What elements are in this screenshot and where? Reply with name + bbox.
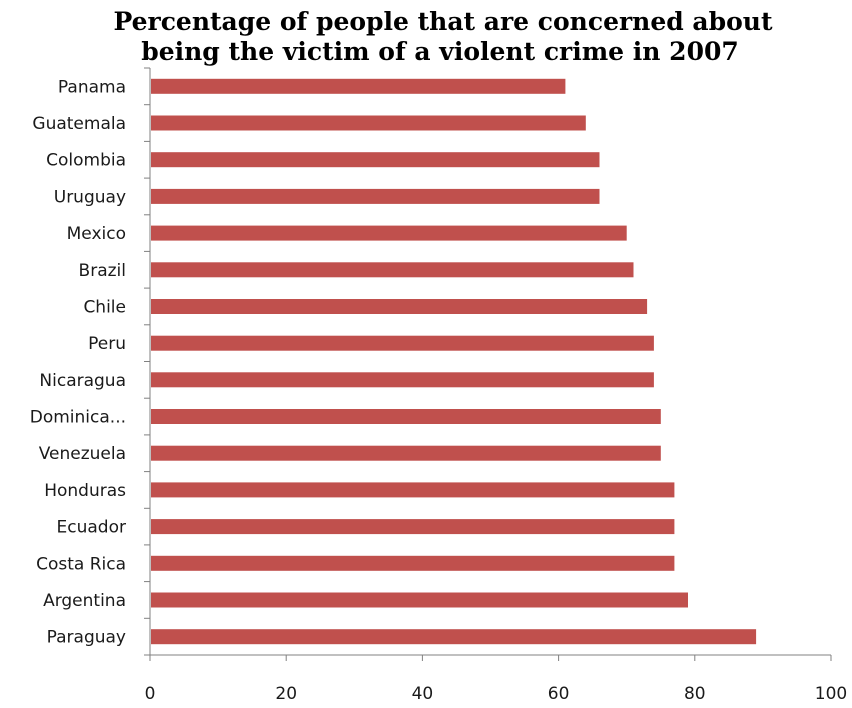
bar-15 [151,629,757,645]
bar-7 [151,335,654,351]
category-label-1: Guatemala [32,114,126,134]
category-label-10: Venezuela [39,444,126,464]
category-labels: Panama Guatemala Colombia Uruguay Mexico Braz… [30,77,126,647]
bar-3 [151,188,600,204]
chart-title-line-1: Percentage of people that are concerned … [114,7,773,36]
bar-11 [151,482,675,498]
x-tick-label-2: 40 [412,684,434,704]
bar-10 [151,445,661,461]
bar-9 [151,409,661,424]
bar-12 [151,519,675,535]
category-label-8: Nicaragua [39,371,126,391]
bar-4 [151,225,627,241]
axes-group [144,67,831,656]
category-label-2: Colombia [46,151,126,171]
category-label-11: Honduras [44,481,126,501]
category-label-4: Mexico [67,224,126,244]
x-tick-label-1: 20 [275,684,297,704]
bars-group [151,78,757,645]
bar-6 [151,299,648,314]
bar-14 [151,592,688,608]
bar-13 [151,555,675,571]
category-label-15: Paraguay [47,628,126,648]
x-tick-label-4: 80 [684,684,706,704]
category-label-5: Brazil [79,261,126,281]
bar-0 [151,78,566,94]
bar-1 [151,115,586,131]
category-label-9: Dominica... [30,408,126,428]
x-tick-label-5: 100 [815,684,847,704]
x-tick-label-3: 60 [548,684,570,704]
category-label-0: Panama [58,77,126,97]
category-label-13: Costa Rica [36,554,126,574]
category-label-12: Ecuador [57,518,126,538]
x-tick-label-0: 0 [145,684,156,704]
bar-2 [151,152,600,168]
chart-title-line-2: being the victim of a violent crime in 2… [141,37,739,66]
category-label-6: Chile [83,298,126,318]
bar-8 [151,372,654,388]
x-ticks-group: 0 20 40 60 80 100 [145,655,847,704]
category-label-14: Argentina [43,591,126,611]
category-label-3: Uruguay [54,187,126,207]
bar-5 [151,262,634,278]
category-label-7: Peru [88,334,126,354]
